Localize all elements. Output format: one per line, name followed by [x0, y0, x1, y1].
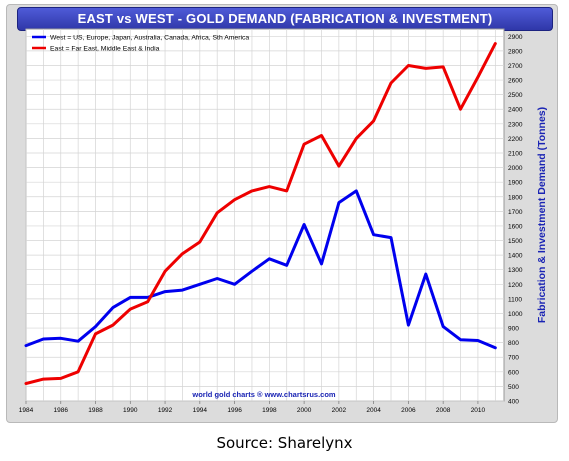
x-tick-label: 2000	[297, 407, 312, 414]
series-lines	[24, 42, 497, 385]
y-tick-label: 2000	[508, 165, 523, 172]
chart-title: EAST vs WEST - GOLD DEMAND (FABRICATION …	[17, 7, 553, 31]
y-tick-label: 700	[508, 355, 519, 362]
y-tick-label: 500	[508, 384, 519, 391]
y-tick-label: 800	[508, 340, 519, 347]
x-tick-label: 2010	[471, 407, 486, 414]
y-tick-label: 1100	[508, 296, 522, 303]
y-tick-label: 1200	[508, 282, 523, 289]
y-tick-label: 600	[508, 369, 519, 376]
y-tick-label: 2500	[508, 92, 523, 99]
y-tick-label: 1600	[508, 223, 523, 230]
series-line-west	[24, 189, 497, 350]
y-tick-label: 1800	[508, 194, 523, 201]
x-tick-label: 1988	[88, 407, 103, 414]
x-tick-label: 1990	[123, 407, 138, 414]
x-axis-ticks: 1984 1986 1988 1990 1992 1994 1996 1998 2000 2002…	[19, 401, 486, 414]
x-tick-label: 2004	[366, 407, 381, 414]
x-tick-label: 1994	[193, 407, 208, 414]
x-tick-label: 2008	[436, 407, 451, 414]
x-tick-label: 1992	[158, 407, 173, 414]
y-tick-label: 2800	[508, 48, 523, 55]
y-tick-label: 1400	[508, 253, 523, 260]
y-tick-label: 2100	[508, 151, 523, 158]
y-tick-label: 2300	[508, 121, 523, 128]
y-tick-label: 1900	[508, 180, 523, 187]
grid-lines	[25, 29, 504, 402]
x-tick-label: 1996	[227, 407, 242, 414]
y-axis-ticks: 400 500 600 700 800 900 1000 1100 1200 1300 1400 15…	[508, 34, 523, 406]
legend-label: West = US, Europe, Japan, Australia, Can…	[50, 35, 249, 42]
y-tick-label: 2400	[508, 107, 523, 114]
watermark: world gold charts ® www.chartsrus.com	[191, 390, 336, 399]
series-line-east	[24, 42, 497, 385]
y-tick-label: 400	[508, 399, 519, 406]
y-tick-label: 1700	[508, 209, 523, 216]
y-tick-label: 2900	[508, 34, 523, 41]
y-tick-label: 900	[508, 326, 519, 333]
source-caption: Source: Sharelynx	[216, 434, 353, 452]
legend-label: East = Far East, Middle East & India	[50, 46, 160, 53]
x-tick-label: 2006	[401, 407, 416, 414]
x-tick-label: 1984	[19, 407, 34, 414]
y-tick-label: 2600	[508, 78, 523, 85]
y-tick-label: 1000	[508, 311, 523, 318]
legend: West = US, Europe, Japan, Australia, Can…	[32, 35, 249, 53]
x-tick-label: 1998	[262, 407, 277, 414]
x-tick-label: 2002	[332, 407, 347, 414]
y-tick-label: 1300	[508, 267, 523, 274]
y-tick-label: 2200	[508, 136, 523, 143]
plot-area	[25, 28, 505, 402]
y-tick-label: 2700	[508, 63, 523, 70]
y-axis-label: Fabrication & Investment Demand (Tonnes)	[536, 107, 548, 323]
y-tick-label: 1500	[508, 238, 523, 245]
x-tick-label: 1986	[54, 407, 69, 414]
